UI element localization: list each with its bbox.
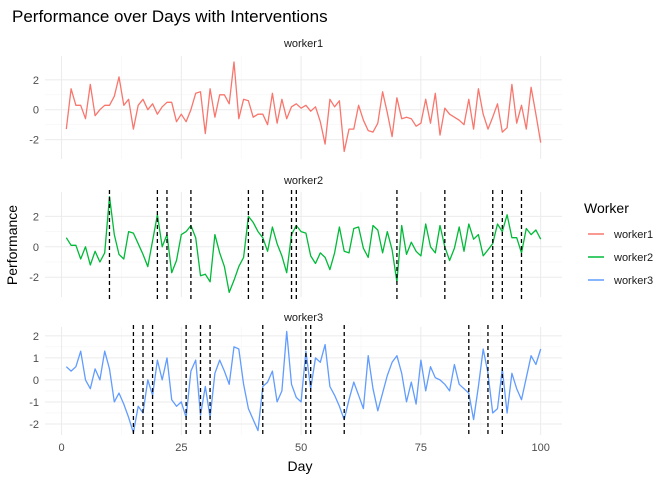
legend-label-worker2: worker2	[613, 252, 653, 264]
panel-worker2: -2 0 2 worker2	[29, 175, 562, 299]
x-tick-label: 0	[58, 442, 64, 454]
series-line-worker2	[65, 195, 542, 294]
x-tick-label: 100	[531, 442, 549, 454]
legend: Worker worker1 worker2 worker3	[584, 200, 653, 287]
legend-label-worker1: worker1	[613, 229, 653, 241]
series-line-worker1	[65, 61, 542, 153]
y-tick-label: -2	[29, 135, 39, 147]
x-tick-label: 75	[415, 442, 427, 454]
y-tick-label: 2	[33, 331, 39, 343]
legend-title: Worker	[584, 200, 629, 216]
panel-worker1: -2 0 2 worker1	[29, 38, 562, 159]
y-tick-label: 0	[33, 242, 39, 254]
x-tick-label: 50	[295, 442, 307, 454]
y-tick-label: 1	[33, 353, 39, 365]
y-axis-title: Performance	[4, 205, 20, 285]
y-tick-label: -2	[29, 272, 39, 284]
legend-label-worker3: worker3	[613, 275, 653, 287]
y-tick-label: -2	[29, 419, 39, 431]
x-tick-label: 25	[175, 442, 187, 454]
series-line-worker3	[65, 330, 542, 434]
facet-strip-label: worker2	[283, 175, 323, 187]
chart-title: Performance over Days with Interventions	[12, 7, 328, 26]
panel-worker3: -2 -1 0 1 2 worker3	[29, 312, 562, 437]
facet-strip-label: worker3	[283, 312, 323, 324]
y-tick-label: 2	[33, 75, 39, 87]
y-tick-label: -1	[29, 397, 39, 409]
y-tick-label: 0	[33, 375, 39, 387]
x-axis-title: Day	[288, 458, 313, 474]
y-tick-label: 2	[33, 211, 39, 223]
facet-strip-label: worker1	[283, 38, 323, 50]
y-tick-label: 0	[33, 105, 39, 117]
